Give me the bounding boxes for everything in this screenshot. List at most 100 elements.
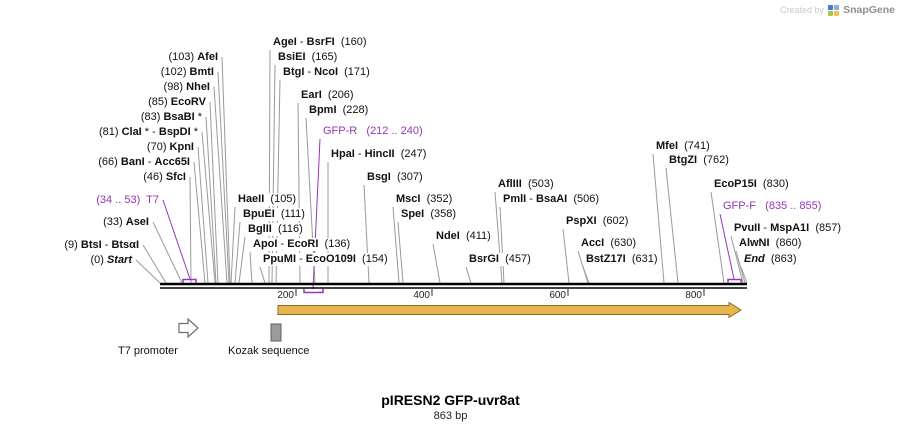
site-label-pvuii-mspa1i-857[interactable]: PvuII - MspA1I (857) bbox=[733, 222, 842, 235]
label-part: BsaAI bbox=[536, 193, 568, 205]
kozak-sequence-box[interactable] bbox=[270, 323, 282, 342]
label-part: NheI bbox=[186, 81, 210, 93]
label-part: - bbox=[296, 36, 307, 48]
site-label-34-53-t7[interactable]: (34 .. 53) T7 bbox=[95, 194, 160, 207]
label-part: BglII bbox=[248, 223, 272, 235]
watermark-created-by: Created by bbox=[780, 5, 825, 15]
site-label-9-btsi-bts-i[interactable]: (9) BtsI - BtsαI bbox=[63, 239, 140, 252]
site-label-gfp-f-835-855[interactable]: GFP-F (835 .. 855) bbox=[722, 200, 823, 213]
site-label-85-ecorv[interactable]: (85) EcoRV bbox=[147, 96, 207, 109]
site-label-spei-358[interactable]: SpeI (358) bbox=[400, 208, 458, 221]
site-label-83-bsabi[interactable]: (83) BsaBI * bbox=[139, 111, 203, 124]
leader-line bbox=[234, 221, 241, 284]
site-label-bsiei-165[interactable]: BsiEI (165) bbox=[277, 51, 339, 64]
label-part: End bbox=[744, 253, 765, 265]
label-part: - bbox=[354, 148, 365, 160]
label-part: * - bbox=[141, 126, 159, 138]
label-part: (9) bbox=[64, 239, 81, 251]
region-bracket-t7[interactable] bbox=[182, 278, 197, 284]
label-part: (228) bbox=[336, 104, 369, 116]
site-label-46-sfci[interactable]: (46) SfcI bbox=[142, 171, 187, 184]
label-part: (503) bbox=[521, 178, 554, 190]
label-part: MspA1I bbox=[770, 222, 810, 234]
site-label-103-afei[interactable]: (103) AfeI bbox=[167, 51, 219, 64]
site-label-102-bmti[interactable]: (102) BmtI bbox=[159, 66, 215, 79]
label-part: ApoI bbox=[253, 238, 278, 250]
leader-line bbox=[249, 251, 253, 284]
label-part: (171) bbox=[338, 66, 370, 78]
leader-line bbox=[465, 266, 472, 284]
label-part: (154) bbox=[355, 253, 388, 265]
plasmid-size: 863 bp bbox=[433, 410, 468, 422]
site-label-33-asei[interactable]: (33) AseI bbox=[102, 216, 150, 229]
label-part: (160) bbox=[334, 36, 367, 48]
site-label-bpuei-111[interactable]: BpuEI (111) bbox=[242, 208, 306, 221]
cds-feature-arrow[interactable] bbox=[277, 301, 742, 319]
region-bracket-gfp-f[interactable] bbox=[727, 278, 742, 284]
site-label-ecop15i-830[interactable]: EcoP15I (830) bbox=[713, 178, 790, 191]
label-part: EcoP15I bbox=[714, 178, 757, 190]
site-label-0-start[interactable]: (0) Start bbox=[89, 254, 133, 267]
site-label-98-nhei[interactable]: (98) NheI bbox=[162, 81, 211, 94]
leader-line bbox=[562, 228, 570, 284]
site-label-haeii-105[interactable]: HaeII (105) bbox=[237, 193, 298, 206]
site-label-mfei-741[interactable]: MfeI (741) bbox=[655, 140, 711, 153]
label-part: BtsI bbox=[80, 239, 102, 251]
site-label-pspxi-602[interactable]: PspXI (602) bbox=[565, 215, 630, 228]
site-label-end-863[interactable]: End (863) bbox=[743, 253, 798, 266]
site-label-ppumi-ecoo109i-154[interactable]: PpuMI - EcoO109I (154) bbox=[262, 253, 389, 266]
kozak-sequence-label[interactable]: Kozak sequence bbox=[228, 345, 310, 357]
leader-line bbox=[710, 191, 725, 284]
label-part: (66) bbox=[98, 156, 121, 168]
leader-line bbox=[142, 244, 167, 284]
label-part: (212 .. 240) bbox=[357, 125, 423, 137]
label-part: AflIII bbox=[498, 178, 522, 190]
ruler-label-200: 200 bbox=[277, 290, 294, 301]
label-part: (830) bbox=[756, 178, 789, 190]
region-bracket-gfp-r[interactable] bbox=[303, 289, 324, 294]
site-label-bsrgi-457[interactable]: BsrGI (457) bbox=[468, 253, 532, 266]
site-label-bsgi-307[interactable]: BsgI (307) bbox=[366, 171, 424, 184]
site-label-81-clai-bspdi[interactable]: (81) ClaI * - BspDI * bbox=[97, 126, 199, 139]
label-part: BmtI bbox=[189, 66, 214, 78]
site-label-eari-206[interactable]: EarI (206) bbox=[300, 89, 355, 102]
t7-promoter-label[interactable]: T7 promoter bbox=[118, 345, 178, 357]
leader-line bbox=[205, 116, 217, 284]
site-label-btgzi-762[interactable]: BtgZI (762) bbox=[668, 154, 730, 167]
site-label-pmli-bsaai-506[interactable]: PmlI - BsaAI (506) bbox=[502, 193, 600, 206]
site-label-afliii-503[interactable]: AflIII (503) bbox=[497, 178, 555, 191]
site-label-ndei-411[interactable]: NdeI (411) bbox=[435, 230, 492, 243]
label-part: (85) bbox=[148, 96, 171, 108]
t7-promoter-arrow[interactable] bbox=[178, 317, 199, 339]
leader-line bbox=[162, 199, 191, 280]
label-part: GFP-F bbox=[723, 200, 756, 212]
label-part: (863) bbox=[764, 253, 797, 265]
label-part: (247) bbox=[394, 148, 427, 160]
label-part: AfeI bbox=[197, 51, 218, 63]
site-label-agei-bsrfi-160[interactable]: AgeI - BsrFI (160) bbox=[272, 36, 368, 49]
label-part: PvuII bbox=[734, 222, 761, 234]
site-label-bstz17i-631[interactable]: BstZ17I (631) bbox=[585, 253, 659, 266]
site-label-apoi-ecori-136[interactable]: ApoI - EcoRI (136) bbox=[252, 238, 352, 251]
site-label-bglii-116[interactable]: BglII (116) bbox=[247, 223, 304, 236]
site-label-66-bani-acc65i[interactable]: (66) BanI - Acc65I bbox=[97, 156, 191, 169]
site-label-acci-630[interactable]: AccI (630) bbox=[580, 237, 638, 250]
label-part: BpuEI bbox=[243, 208, 275, 220]
label-part: PmlI bbox=[503, 193, 527, 205]
label-part: (860) bbox=[769, 237, 802, 249]
site-label-btgi-ncoi-171[interactable]: BtgI - NcoI (171) bbox=[282, 66, 371, 79]
site-label-hpai-hincii-247[interactable]: HpaI - HincII (247) bbox=[330, 148, 428, 161]
site-label-bpmi-228[interactable]: BpmI (228) bbox=[308, 104, 370, 117]
site-label-alwni-860[interactable]: AlwNI (860) bbox=[738, 237, 803, 250]
leader-line bbox=[135, 259, 161, 284]
label-part: AgeI bbox=[273, 36, 297, 48]
site-label-70-kpni[interactable]: (70) KpnI bbox=[145, 141, 195, 154]
site-label-gfp-r-212-240[interactable]: GFP-R (212 .. 240) bbox=[322, 125, 424, 138]
leader-line bbox=[312, 138, 321, 290]
leader-line bbox=[392, 206, 400, 284]
label-part: (506) bbox=[567, 193, 599, 205]
label-part: BspDI bbox=[158, 126, 191, 138]
leader-line bbox=[582, 266, 590, 284]
site-label-msci-352[interactable]: MscI (352) bbox=[395, 193, 454, 206]
label-part: BsiEI bbox=[278, 51, 306, 63]
